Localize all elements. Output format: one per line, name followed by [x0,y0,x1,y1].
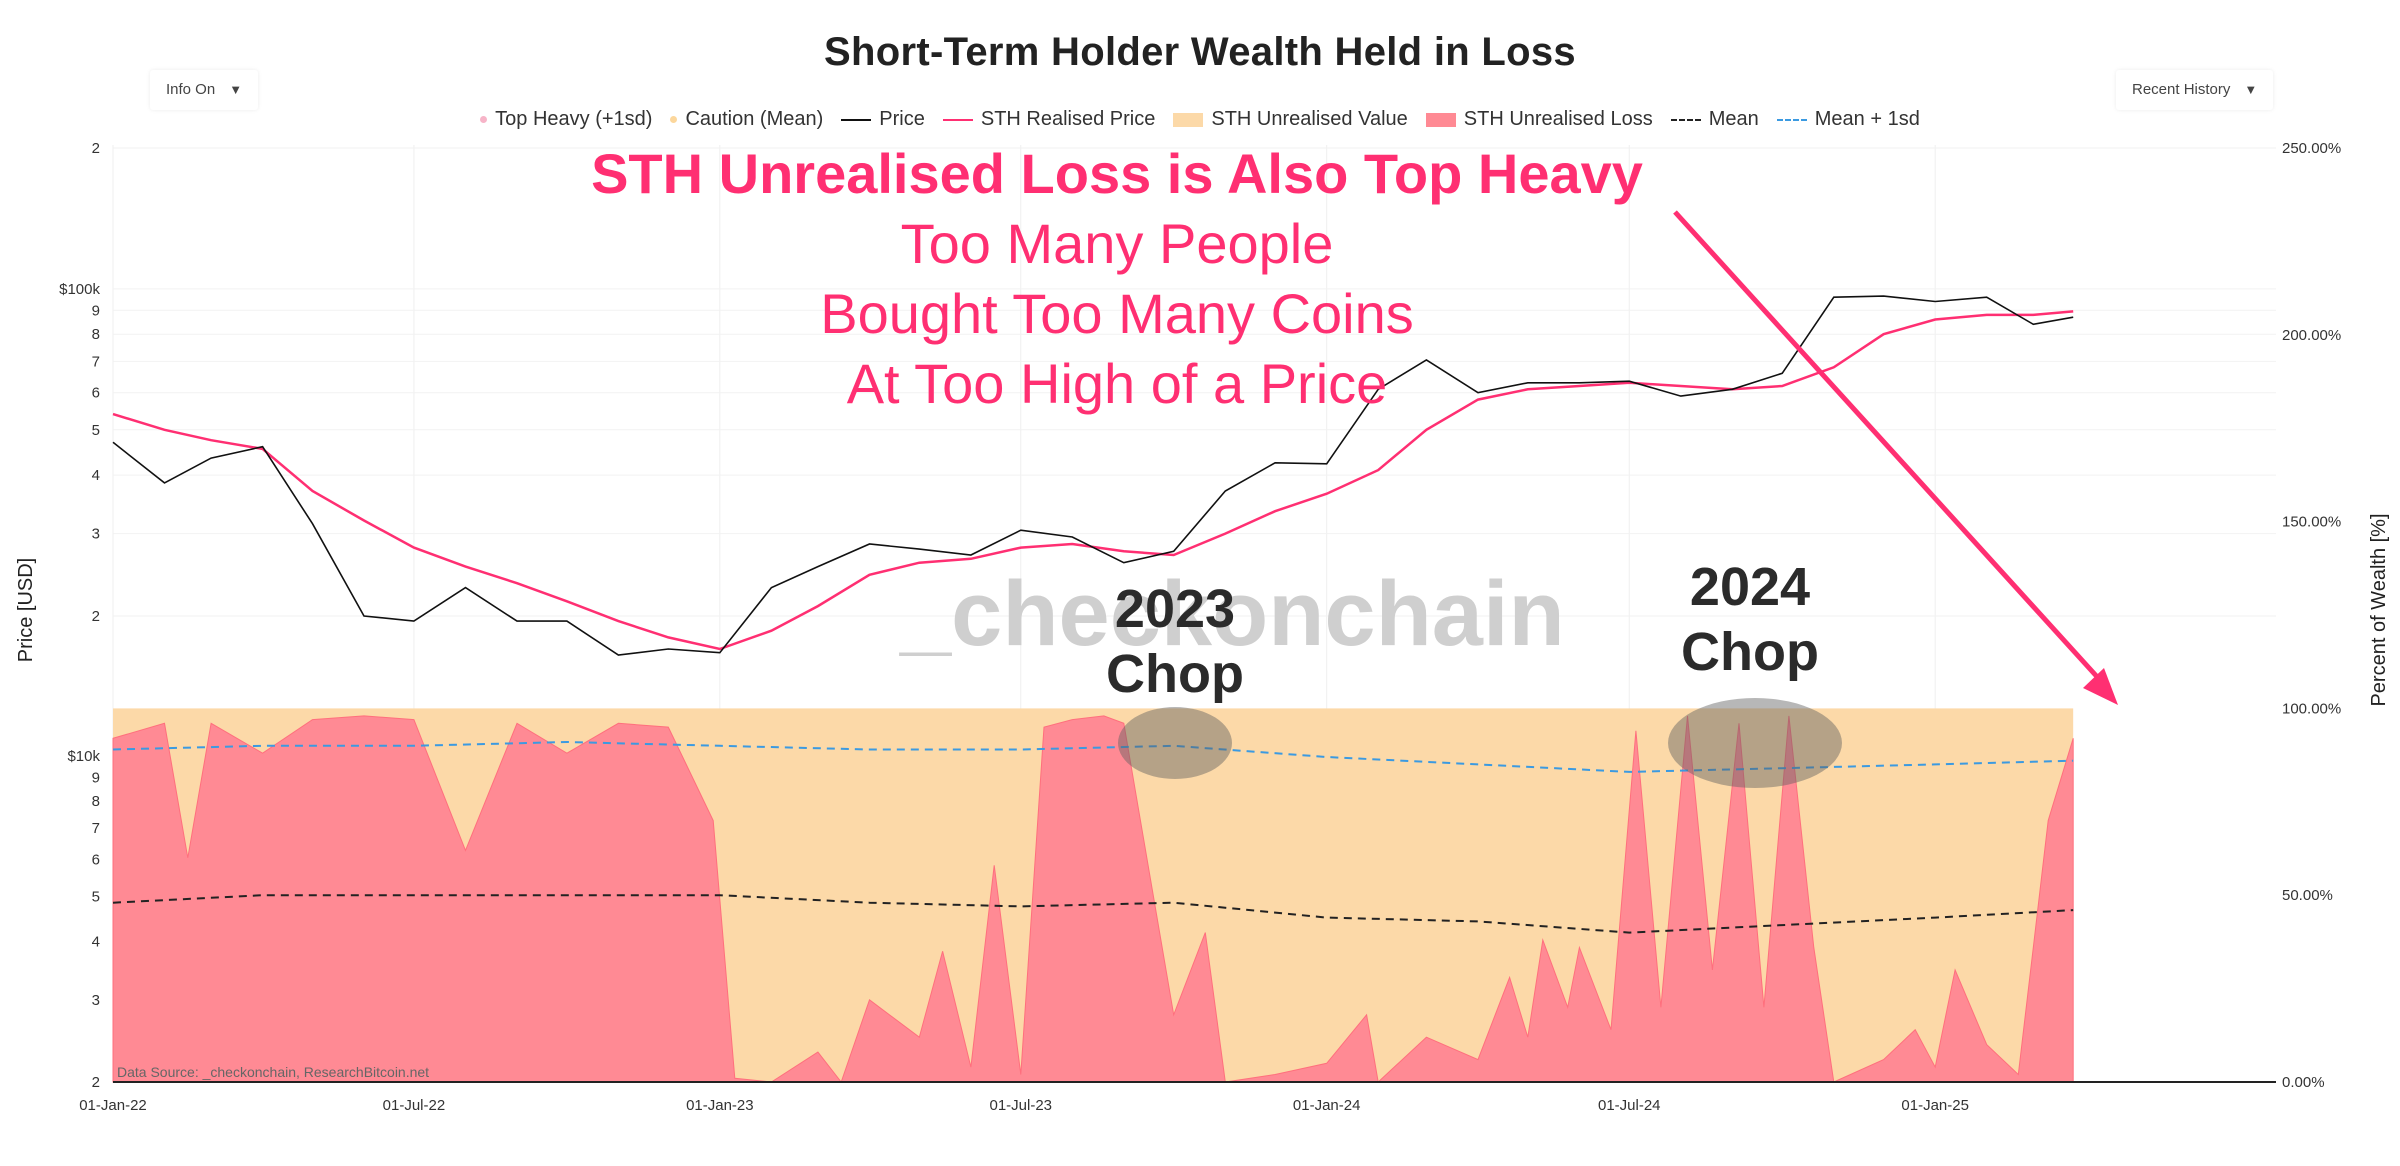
y-left-lower-tick-label: 6 [92,851,100,868]
upper-panel [112,295,2074,656]
chop-2024-label: 2024 [1690,557,1810,617]
y-left-upper-tick-label: 5 [92,422,100,439]
history-dropdown[interactable]: Recent History ▼ [2116,70,2274,110]
info-dropdown-label: Info On [166,81,216,98]
x-tick-label: 01-Jan-25 [1901,1097,1969,1114]
x-tick-label: 01-Jan-22 [79,1097,147,1114]
legend-item-top-heavy-1sd[interactable]: Top Heavy (+1sd) [480,108,652,131]
annotation-line: At Too High of a Price [847,352,1388,415]
legend-swatch [1425,112,1456,127]
legend-item-price[interactable]: Price [841,108,925,131]
chart-legend: Top Heavy (+1sd) Caution (Mean) Price STH R… [0,108,2400,131]
legend-swatch [841,118,872,121]
y-left-upper-tick-label: 2 [92,608,100,625]
data-source: Data Source: _checkonchain, ResearchBitc… [117,1064,429,1080]
chart-title: Short-Term Holder Wealth Held in Loss [824,30,1576,74]
y-left-upper-tick-label: 4 [92,467,100,484]
annotation-line: Too Many People [901,212,1334,275]
y-left-lower-tick-label: 3 [92,992,100,1009]
y-left-lower-tick-label: 8 [92,793,100,810]
mean-plus-1sd-line [112,740,2074,773]
chop-2023-label: 2023 [1115,579,1235,639]
legend-swatch [480,116,488,123]
price-line [112,295,2074,656]
chop-2023-label: Chop [1106,644,1244,704]
legend-label: STH Unrealised Value [1211,108,1408,130]
x-tick-label: 01-Jul-23 [989,1097,1052,1114]
legend-label: Mean [1708,108,1759,130]
y-right-tick-label: 0.00% [2282,1074,2325,1091]
y-left-upper-tick-label: $100k [59,281,100,298]
legend-item-sth-realised-price[interactable]: STH Realised Price [942,108,1156,131]
y-left-lower-tick-label: 4 [92,934,100,951]
legend-label: STH Unrealised Loss [1463,108,1653,130]
annotation-line: Bought Too Many Coins [820,282,1414,345]
y-right-tick-label: 200.00% [2282,327,2341,344]
y-axis-title-right: Percent of Wealth [%] [2368,513,2390,706]
y-left-lower-tick-label: 2 [92,1074,100,1091]
y-left-lower-tick-label: 7 [92,820,100,837]
legend-label: Mean + 1sd [1814,108,1920,130]
lower-panel [112,708,2074,1084]
chevron-down-icon: ▼ [229,82,243,97]
legend-swatch [670,116,678,123]
y-left-upper-tick-label: 7 [92,353,100,370]
y-left-lower-tick-label: $10k [67,748,100,765]
legend-label: Caution (Mean) [685,108,824,130]
unrealised-loss-area [112,715,2074,1084]
legend-label: STH Realised Price [980,108,1156,130]
y-left-upper-tick-label: 6 [92,385,100,402]
mean-line [112,894,2074,934]
sth-realised-price-line [112,310,2074,651]
y-left-upper-tick-label: 9 [92,302,100,319]
arrow-head-icon [2083,668,2118,705]
legend-swatch [1173,112,1204,127]
x-tick-label: 01-Jan-24 [1293,1097,1361,1114]
legend-label: Price [879,108,925,130]
y-left-lower-tick-label: 5 [92,888,100,905]
legend-item-sth-unrealised-value[interactable]: STH Unrealised Value [1173,108,1408,131]
y-right-tick-label: 250.00% [2282,140,2341,157]
y-right-tick-label: 150.00% [2282,514,2341,531]
history-dropdown-label: Recent History [2132,81,2231,98]
info-dropdown[interactable]: Info On ▼ [150,70,259,110]
legend-swatch [1670,118,1701,121]
annotations: STH Unrealised Loss is Also Top Heavy Too… [591,142,2118,788]
annotation-arrow [1673,210,2102,682]
x-tick-label: 01-Jul-22 [383,1097,446,1114]
chart-axes: 01-Jan-22 01-Jul-22 01-Jan-23 01-Jul-23 01-J… [15,140,2390,1114]
y-left-upper-tick-label: 8 [92,326,100,343]
y-left-lower-tick-label: 9 [92,769,100,786]
x-tick-label: 01-Jan-23 [686,1097,754,1114]
legend-item-mean[interactable]: Mean [1670,108,1759,131]
y-left-upper-tick-label: 3 [92,526,100,543]
y-right-tick-label: 50.00% [2282,887,2333,904]
chop-2024-highlight [1668,698,1842,788]
chart-grid [112,145,2276,1082]
y-left-upper-tick-label: 2 [92,140,100,157]
legend-item-sth-unrealised-loss[interactable]: STH Unrealised Loss [1425,108,1653,131]
watermark: _checkonchain [899,563,1565,665]
legend-item-mean-1sd[interactable]: Mean + 1sd [1776,108,1920,131]
chevron-down-icon: ▼ [2244,82,2258,97]
x-tick-label: 01-Jul-24 [1598,1097,1661,1114]
y-axis-title-left: Price [USD] [15,558,37,662]
y-right-tick-label: 100.00% [2282,700,2341,717]
annotation-headline: STH Unrealised Loss is Also Top Heavy [591,142,1643,205]
chop-2023-highlight [1118,707,1232,779]
legend-swatch [1776,118,1807,121]
chop-2024-label: Chop [1681,622,1819,682]
legend-swatch [942,118,973,121]
legend-label: Top Heavy (+1sd) [495,108,653,130]
legend-item-caution-mean[interactable]: Caution (Mean) [670,108,823,131]
